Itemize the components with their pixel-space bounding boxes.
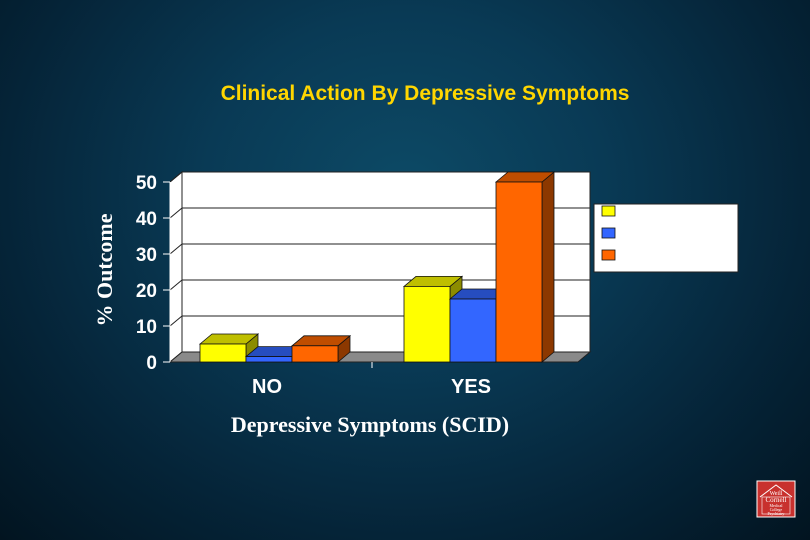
logo-line-5: Psychiatry [768, 511, 785, 516]
logo-line-4: College [770, 507, 783, 512]
grid-line [169, 243, 590, 255]
y-tick-labels: 0 10 20 30 40 50 [136, 173, 171, 374]
x-tick-label-no: NO [252, 376, 282, 398]
x-tick-labels: NO YES [252, 362, 491, 398]
y-axis-title: % Outcome [92, 213, 117, 326]
chart-title: Clinical Action By Depressive Symptoms [221, 82, 630, 105]
y-tick-label: 20 [136, 281, 157, 302]
legend-swatch-control [601, 205, 616, 217]
y-tick-label: 0 [146, 353, 157, 374]
logo-line-1: Weill [770, 491, 783, 497]
x-tick-label-yes: YES [451, 376, 491, 398]
logo-line-3: Medical [769, 503, 783, 508]
bars [198, 171, 556, 363]
institution-logo: Weill Cornell Medical College Psychiatry [756, 480, 796, 518]
bar-full-training-yes [494, 171, 556, 363]
y-tick-label: 10 [136, 317, 157, 338]
bar-control-no [198, 333, 260, 363]
legend-label-full-training: Full Training [621, 248, 712, 265]
legend-label-control: Control [621, 204, 675, 221]
legend: Control Mid-Level Full Training [593, 203, 739, 273]
bar-full-training-no [290, 334, 352, 363]
y-tick-label: 40 [136, 209, 157, 230]
grid-line [169, 207, 590, 219]
legend-label-mid-level: Mid-Level [621, 226, 693, 243]
grid-line [169, 171, 590, 183]
legend-swatch-mid-level [601, 227, 616, 239]
legend-swatch-full-training [601, 249, 616, 261]
x-axis-title: Depressive Symptoms (SCID) [231, 412, 509, 437]
logo-line-2: Cornell [766, 496, 787, 504]
legend-box [593, 203, 739, 273]
y-tick-label: 50 [136, 173, 157, 194]
plot-side-wall [169, 170, 183, 364]
y-tick-label: 30 [136, 245, 157, 266]
